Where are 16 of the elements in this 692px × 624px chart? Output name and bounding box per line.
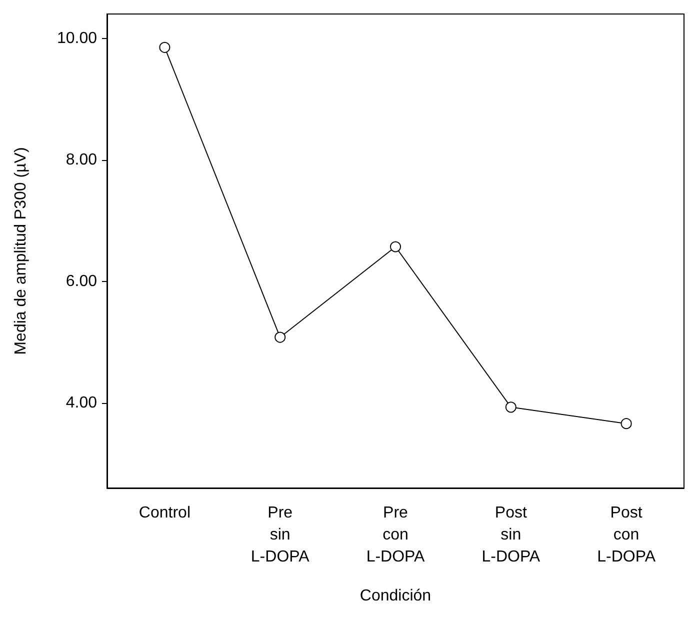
x-axis-title: Condición <box>360 588 432 604</box>
y-tick-label: 8.00 <box>66 151 98 168</box>
point <box>390 241 401 252</box>
point <box>159 42 170 53</box>
point <box>505 402 516 413</box>
y-tick-label: 6.00 <box>66 272 98 290</box>
x-tick-label: Post con L-DOPA <box>597 504 656 566</box>
x-tick-label: Control <box>138 504 190 522</box>
point <box>274 332 286 343</box>
x-tick-label: Post sin L-DOPA <box>482 504 540 566</box>
y-axis-title: Media de amplitud P300 (µV) <box>12 147 30 355</box>
x-tick-label: Pre con L-DOPA <box>366 504 426 566</box>
point <box>620 418 632 430</box>
y-tick-label: 4.00 <box>66 394 98 412</box>
y-tick-label: 10.00 <box>56 30 98 47</box>
x-tick-label: Pre sin L-DOPA <box>250 504 310 566</box>
